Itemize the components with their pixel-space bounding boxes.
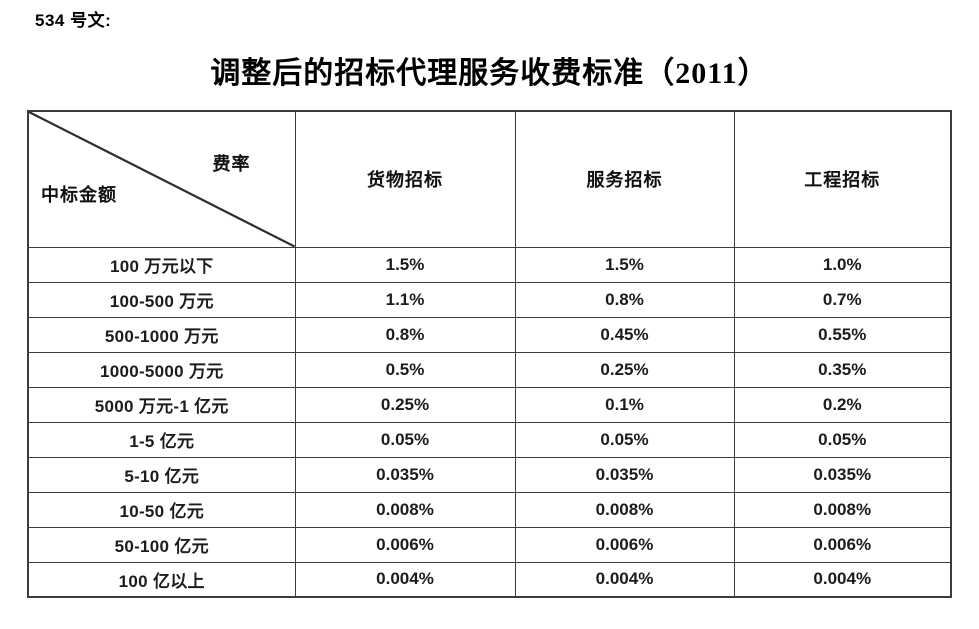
rate-cell: 0.05% — [294, 421, 516, 458]
table-row: 100 亿以上 0.004% 0.004% 0.004% — [27, 561, 952, 598]
rate-cell: 0.035% — [514, 456, 735, 493]
table-row: 5000 万元-1 亿元 0.25% 0.1% 0.2% — [27, 386, 952, 423]
rate-cell: 0.25% — [514, 351, 735, 388]
rate-cell: 0.45% — [514, 316, 735, 353]
table-row: 10-50 亿元 0.008% 0.008% 0.008% — [27, 491, 952, 528]
corner-label-bid-amount: 中标金额 — [41, 184, 117, 205]
table-row: 100-500 万元 1.1% 0.8% 0.7% — [27, 281, 952, 318]
rate-cell: 0.2% — [733, 386, 952, 423]
column-header-goods: 货物招标 — [294, 110, 516, 248]
rate-cell: 0.05% — [733, 421, 952, 458]
fee-standard-table: 费率 中标金额 货物招标 服务招标 工程招标 100 万元以下 1.5% 1.5… — [27, 110, 952, 598]
rate-cell: 0.008% — [733, 491, 952, 528]
table-row: 50-100 亿元 0.006% 0.006% 0.006% — [27, 526, 952, 563]
page-title: 调整后的招标代理服务收费标准（2011） — [210, 57, 769, 90]
amount-cell: 1-5 亿元 — [27, 421, 296, 458]
rate-cell: 0.006% — [514, 526, 735, 563]
rate-cell: 0.1% — [514, 386, 735, 423]
rate-cell: 0.006% — [733, 526, 952, 563]
rate-cell: 0.05% — [514, 421, 735, 458]
rate-cell: 0.004% — [514, 561, 735, 598]
rate-cell: 0.008% — [294, 491, 516, 528]
rate-cell: 1.0% — [733, 246, 952, 283]
amount-cell: 10-50 亿元 — [27, 491, 296, 528]
amount-cell: 5-10 亿元 — [27, 456, 296, 493]
rate-cell: 0.004% — [733, 561, 952, 598]
rate-cell: 1.5% — [294, 246, 516, 283]
amount-cell: 100 亿以上 — [27, 561, 296, 598]
table-row: 5-10 亿元 0.035% 0.035% 0.035% — [27, 456, 952, 493]
rate-cell: 0.8% — [294, 316, 516, 353]
rate-cell: 0.008% — [514, 491, 735, 528]
corner-header-cell: 费率 中标金额 — [27, 110, 296, 248]
rate-cell: 1.1% — [294, 281, 516, 318]
table-row: 1000-5000 万元 0.5% 0.25% 0.35% — [27, 351, 952, 388]
diagonal-divider-line — [29, 112, 295, 247]
rate-cell: 1.5% — [514, 246, 735, 283]
rate-cell: 0.7% — [733, 281, 952, 318]
rate-cell: 0.006% — [294, 526, 516, 563]
corner-label-fee-rate: 费率 — [212, 154, 251, 174]
rate-cell: 0.004% — [294, 561, 516, 598]
column-header-engineering: 工程招标 — [733, 110, 952, 248]
amount-cell: 1000-5000 万元 — [27, 351, 296, 388]
column-header-services: 服务招标 — [514, 110, 735, 248]
rate-cell: 0.35% — [733, 351, 952, 388]
amount-cell: 100-500 万元 — [27, 281, 296, 318]
amount-cell: 100 万元以下 — [27, 246, 296, 283]
amount-cell: 5000 万元-1 亿元 — [27, 386, 296, 423]
table-row: 500-1000 万元 0.8% 0.45% 0.55% — [27, 316, 952, 353]
table-row: 100 万元以下 1.5% 1.5% 1.0% — [27, 246, 952, 283]
rate-cell: 0.035% — [733, 456, 952, 493]
amount-cell: 500-1000 万元 — [27, 316, 296, 353]
doc-number: 534 号文: — [35, 11, 112, 30]
rate-cell: 0.5% — [294, 351, 516, 388]
amount-cell: 50-100 亿元 — [27, 526, 296, 563]
header-row: 费率 中标金额 货物招标 服务招标 工程招标 — [27, 110, 952, 248]
rate-cell: 0.25% — [294, 386, 516, 423]
rate-cell: 0.035% — [294, 456, 516, 493]
rate-cell: 0.8% — [514, 281, 735, 318]
rate-cell: 0.55% — [733, 316, 952, 353]
table-row: 1-5 亿元 0.05% 0.05% 0.05% — [27, 421, 952, 458]
